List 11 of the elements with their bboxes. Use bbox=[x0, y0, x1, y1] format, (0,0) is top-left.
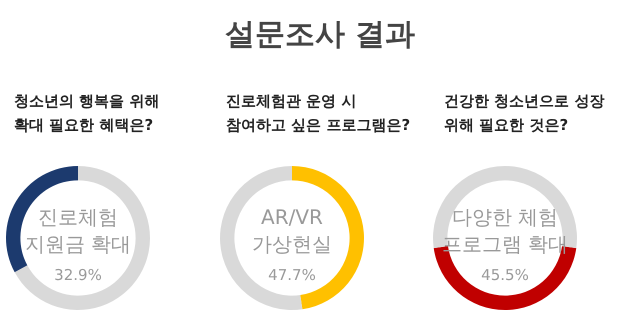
data-label: 32.9% bbox=[54, 266, 102, 284]
chart-subtitle: 건강한 청소년으로 성장 위해 필요한 것은? bbox=[444, 92, 604, 134]
chart-subtitle: 청소년의 행복을 위해 확대 필요한 혜택은? bbox=[14, 92, 160, 134]
donut-slice bbox=[14, 166, 150, 310]
data-label: 45.5% bbox=[481, 266, 529, 284]
data-label: 47.7% bbox=[268, 266, 316, 284]
chart-subtitle: 진로체험관 운영 시 참여하고 싶은 프로그램은? bbox=[226, 92, 410, 134]
slice-label: AR/VR 가상현실 bbox=[252, 205, 332, 256]
slice-label: 다양한 체험 프로그램 확대 bbox=[442, 205, 568, 256]
text: 설문조사 결과 bbox=[224, 17, 416, 52]
slice-label: 진로체험 지원금 확대 bbox=[24, 205, 132, 256]
